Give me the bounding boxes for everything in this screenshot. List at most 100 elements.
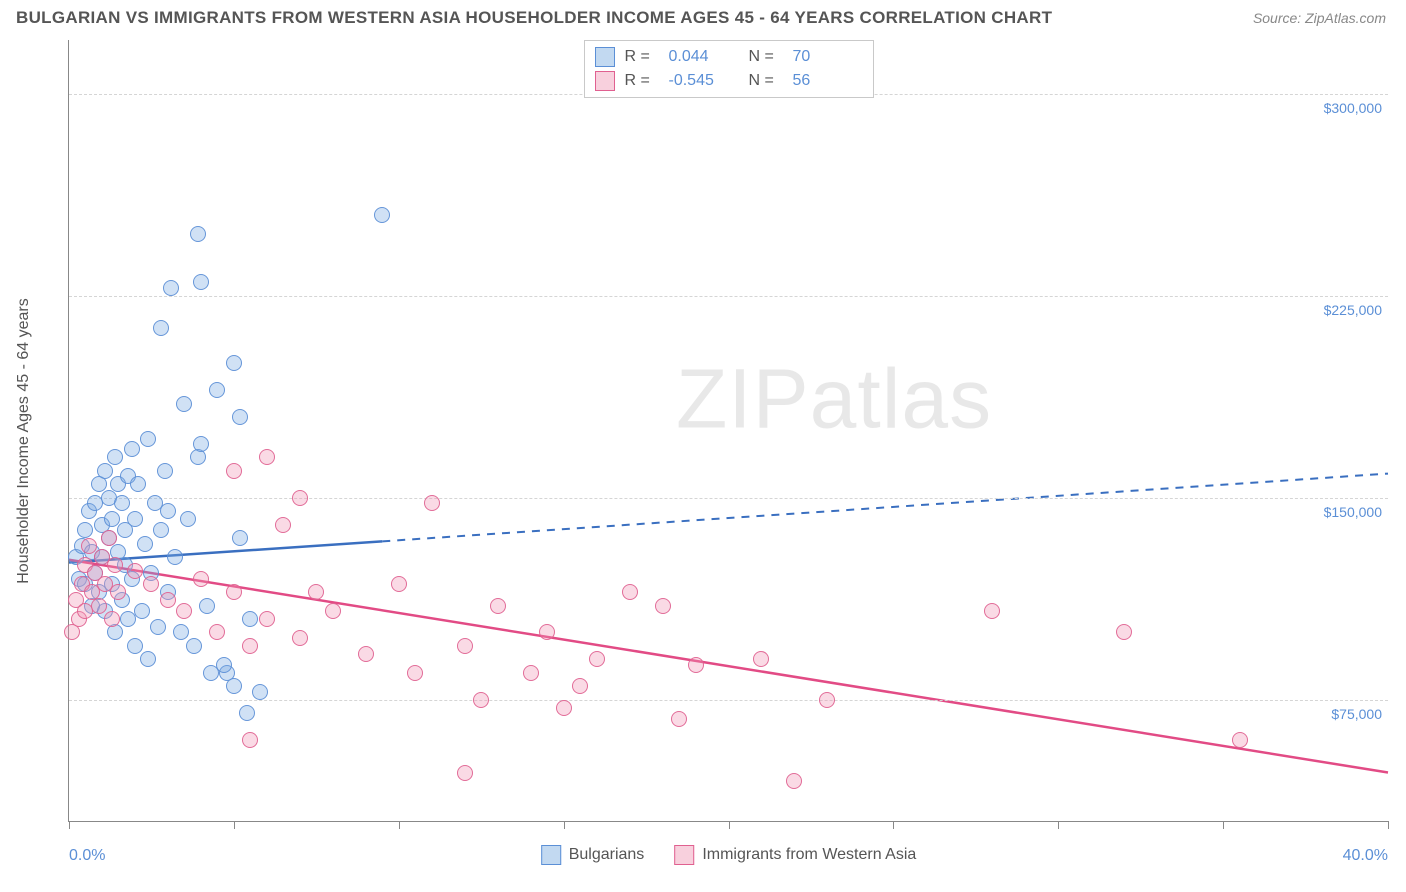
data-point: [127, 638, 143, 654]
data-point: [358, 646, 374, 662]
trend-lines: [69, 40, 1388, 821]
data-point: [589, 651, 605, 667]
y-axis-title: Householder Income Ages 45 - 64 years: [15, 298, 33, 584]
swatch-pink-icon: [595, 71, 615, 91]
chart-header: BULGARIAN VS IMMIGRANTS FROM WESTERN ASI…: [0, 0, 1406, 32]
data-point: [193, 274, 209, 290]
x-axis-min-label: 0.0%: [69, 847, 105, 865]
swatch-pink-icon: [674, 845, 694, 865]
data-point: [984, 603, 1000, 619]
data-point: [556, 700, 572, 716]
data-point: [127, 511, 143, 527]
data-point: [292, 630, 308, 646]
legend-row-pink: R = -0.545 N = 56: [595, 69, 863, 93]
data-point: [239, 705, 255, 721]
data-point: [671, 711, 687, 727]
legend-item-blue: Bulgarians: [541, 845, 645, 865]
legend-row-blue: R = 0.044 N = 70: [595, 45, 863, 69]
data-point: [137, 536, 153, 552]
data-point: [110, 584, 126, 600]
data-point: [232, 530, 248, 546]
x-tick: [1223, 821, 1224, 829]
data-point: [226, 584, 242, 600]
data-point: [457, 638, 473, 654]
legend-label-pink: Immigrants from Western Asia: [702, 846, 916, 864]
data-point: [167, 549, 183, 565]
r-value-blue: 0.044: [669, 48, 739, 66]
y-tick-label: $150,000: [1324, 504, 1382, 520]
watermark: ZIPatlas: [676, 351, 992, 448]
r-label: R =: [625, 72, 659, 90]
data-point: [688, 657, 704, 673]
gridline-h: [69, 498, 1388, 499]
x-tick: [1058, 821, 1059, 829]
data-point: [786, 773, 802, 789]
data-point: [1232, 732, 1248, 748]
data-point: [107, 557, 123, 573]
x-tick: [399, 821, 400, 829]
data-point: [819, 692, 835, 708]
data-point: [193, 436, 209, 452]
legend-item-pink: Immigrants from Western Asia: [674, 845, 916, 865]
data-point: [308, 584, 324, 600]
data-point: [134, 603, 150, 619]
n-value-blue: 70: [793, 48, 863, 66]
data-point: [325, 603, 341, 619]
chart-area: Householder Income Ages 45 - 64 years ZI…: [48, 40, 1388, 842]
data-point: [539, 624, 555, 640]
x-tick: [234, 821, 235, 829]
data-point: [199, 598, 215, 614]
data-point: [160, 592, 176, 608]
data-point: [407, 665, 423, 681]
data-point: [242, 732, 258, 748]
data-point: [655, 598, 671, 614]
data-point: [150, 619, 166, 635]
r-value-pink: -0.545: [669, 72, 739, 90]
data-point: [107, 449, 123, 465]
data-point: [209, 624, 225, 640]
data-point: [275, 517, 291, 533]
data-point: [104, 611, 120, 627]
data-point: [259, 449, 275, 465]
data-point: [101, 530, 117, 546]
y-tick-label: $225,000: [1324, 302, 1382, 318]
x-tick: [893, 821, 894, 829]
data-point: [572, 678, 588, 694]
data-point: [193, 571, 209, 587]
data-point: [242, 611, 258, 627]
data-point: [143, 576, 159, 592]
data-point: [176, 396, 192, 412]
legend-series: Bulgarians Immigrants from Western Asia: [541, 845, 917, 865]
swatch-blue-icon: [541, 845, 561, 865]
data-point: [259, 611, 275, 627]
data-point: [114, 495, 130, 511]
data-point: [160, 503, 176, 519]
legend-correlation: R = 0.044 N = 70 R = -0.545 N = 56: [584, 40, 874, 98]
data-point: [140, 651, 156, 667]
data-point: [226, 355, 242, 371]
data-point: [473, 692, 489, 708]
data-point: [753, 651, 769, 667]
gridline-h: [69, 700, 1388, 701]
data-point: [1116, 624, 1132, 640]
data-point: [190, 226, 206, 242]
n-label: N =: [749, 72, 783, 90]
legend-label-blue: Bulgarians: [569, 846, 645, 864]
data-point: [173, 624, 189, 640]
data-point: [374, 207, 390, 223]
x-tick: [564, 821, 565, 829]
data-point: [391, 576, 407, 592]
data-point: [424, 495, 440, 511]
data-point: [91, 598, 107, 614]
data-point: [176, 603, 192, 619]
n-value-pink: 56: [793, 72, 863, 90]
data-point: [252, 684, 268, 700]
data-point: [157, 463, 173, 479]
n-label: N =: [749, 48, 783, 66]
swatch-blue-icon: [595, 47, 615, 67]
chart-source: Source: ZipAtlas.com: [1253, 10, 1386, 26]
data-point: [97, 463, 113, 479]
data-point: [180, 511, 196, 527]
x-tick: [1388, 821, 1389, 829]
data-point: [216, 657, 232, 673]
